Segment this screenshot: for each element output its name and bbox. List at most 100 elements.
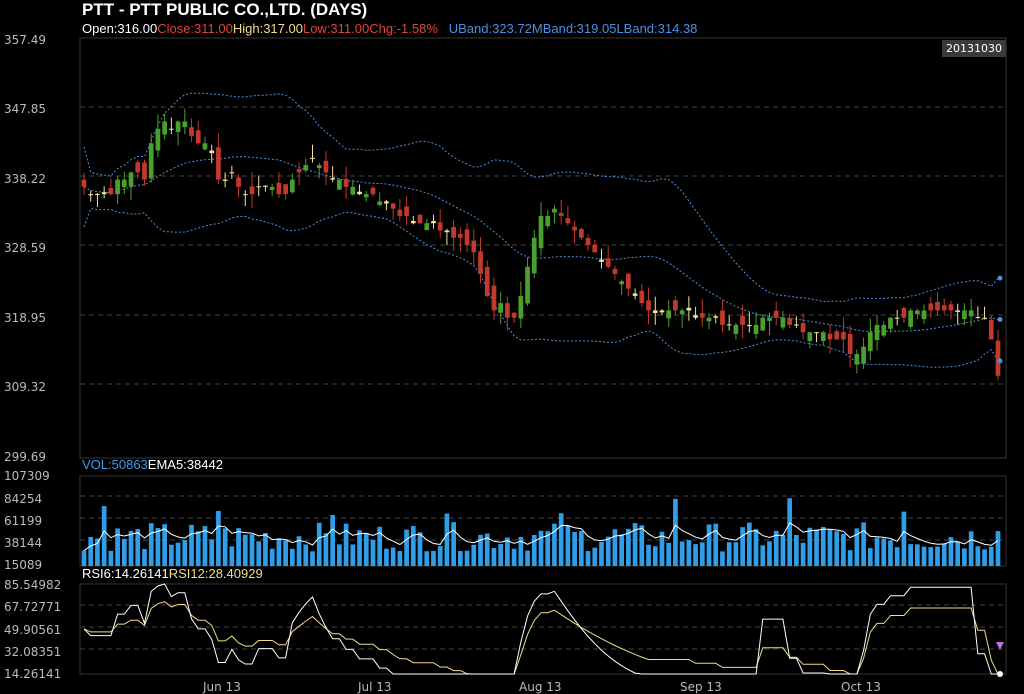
volume-tick-label: 107309 [4, 469, 50, 483]
candle-body [289, 179, 295, 193]
volume-bar [323, 533, 329, 566]
candle-body [746, 324, 752, 327]
volume-bar [652, 546, 658, 566]
volume-bar [787, 498, 793, 566]
volume-bar [390, 547, 396, 566]
month-tick-label: Aug 13 [519, 680, 562, 694]
volume-bar [962, 548, 967, 566]
candle-body [968, 310, 974, 317]
candle-body [773, 310, 779, 318]
ema5-value: EMA5:38442 [147, 457, 223, 472]
volume-bar [659, 531, 665, 566]
volume-bar [444, 513, 450, 566]
upper-band-line [83, 92, 999, 303]
volume-bar [881, 538, 887, 566]
candle-body [995, 340, 1001, 376]
volume-bar [330, 514, 336, 566]
volume-bar [841, 534, 846, 566]
volume-bar [720, 551, 725, 566]
candle-body [175, 121, 181, 133]
volume-bar [155, 528, 161, 566]
candle-body [410, 221, 416, 224]
volume-bar [773, 530, 779, 566]
volume-bar [686, 540, 692, 566]
volume-tick-label: 61199 [4, 514, 43, 528]
volume-bar [263, 532, 268, 566]
candle-body [95, 194, 100, 196]
candle-body [195, 130, 201, 144]
candle-body [169, 128, 174, 130]
volume-bar [726, 542, 732, 566]
band-end-marker [997, 275, 1003, 281]
price-tick-label: 357.49 [4, 33, 46, 47]
price-tick-label: 338.22 [4, 172, 46, 186]
candle-body [720, 310, 725, 325]
price-tick-label: 347.85 [4, 102, 46, 116]
volume-bar [619, 534, 624, 566]
price-tick-label: 309.32 [4, 380, 46, 394]
volume-bar [431, 550, 436, 566]
volume-bar [276, 538, 282, 566]
candle-body [525, 266, 530, 304]
candle-body [229, 172, 235, 174]
candle-body [693, 315, 698, 318]
candle-body [451, 226, 456, 238]
rsi12-value: RSI12:28.40929 [168, 566, 263, 581]
volume-bar [357, 530, 362, 566]
candle-body [350, 186, 356, 195]
volume-bar [505, 537, 510, 566]
mband-value: MBand:319.05 [531, 21, 617, 36]
candle-body [357, 191, 362, 195]
volume-bar [908, 544, 913, 566]
candle-body [988, 319, 994, 340]
candle-body [471, 240, 477, 253]
rsi6-line [83, 583, 998, 675]
volume-bar [464, 550, 470, 566]
candle-body [545, 215, 551, 227]
volume-bar [780, 535, 786, 566]
volume-bar [915, 544, 920, 566]
candle-body [552, 208, 557, 213]
volume-bar [115, 528, 120, 566]
volume-bar [148, 523, 154, 566]
candle-body [565, 218, 571, 224]
volume-bar [296, 536, 302, 566]
candle-body [458, 233, 463, 238]
volume-bar [169, 544, 174, 566]
volume-bar [377, 526, 383, 566]
volume-bar [854, 528, 860, 566]
volume-bar [794, 535, 799, 566]
candle-body [867, 332, 873, 352]
price-panel-frame [79, 37, 1007, 459]
middle-band-line [83, 156, 999, 332]
volume-tick-label: 15089 [4, 558, 43, 572]
candle-body [753, 324, 759, 334]
volume-bar [733, 542, 739, 566]
candle-body [652, 310, 658, 313]
volume-bar [935, 546, 940, 566]
volume-bar [988, 546, 994, 566]
volume-bar [310, 551, 315, 566]
volume-bar [820, 526, 826, 566]
candle-body [847, 334, 853, 355]
rsi-tick-label: 32.08351 [4, 645, 62, 659]
volume-bar [874, 537, 880, 566]
volume-bar [518, 536, 524, 566]
candle-body [686, 307, 692, 311]
candle-body [632, 293, 638, 296]
ohlc-info-row: Open:316.00Close:311.00High:317.00Low:31… [82, 21, 697, 36]
volume-bar [767, 541, 772, 566]
candle-body [263, 185, 268, 187]
volume-bar [491, 547, 497, 566]
volume-bar [451, 522, 456, 566]
candle-body [484, 266, 490, 296]
volume-bar [101, 506, 107, 566]
candle-body [841, 332, 846, 340]
volume-bar [673, 498, 678, 566]
candle-body [794, 324, 799, 326]
volume-bar [585, 551, 591, 566]
candle-body [303, 165, 309, 171]
candle-body [894, 317, 900, 319]
volume-bar [612, 529, 618, 566]
